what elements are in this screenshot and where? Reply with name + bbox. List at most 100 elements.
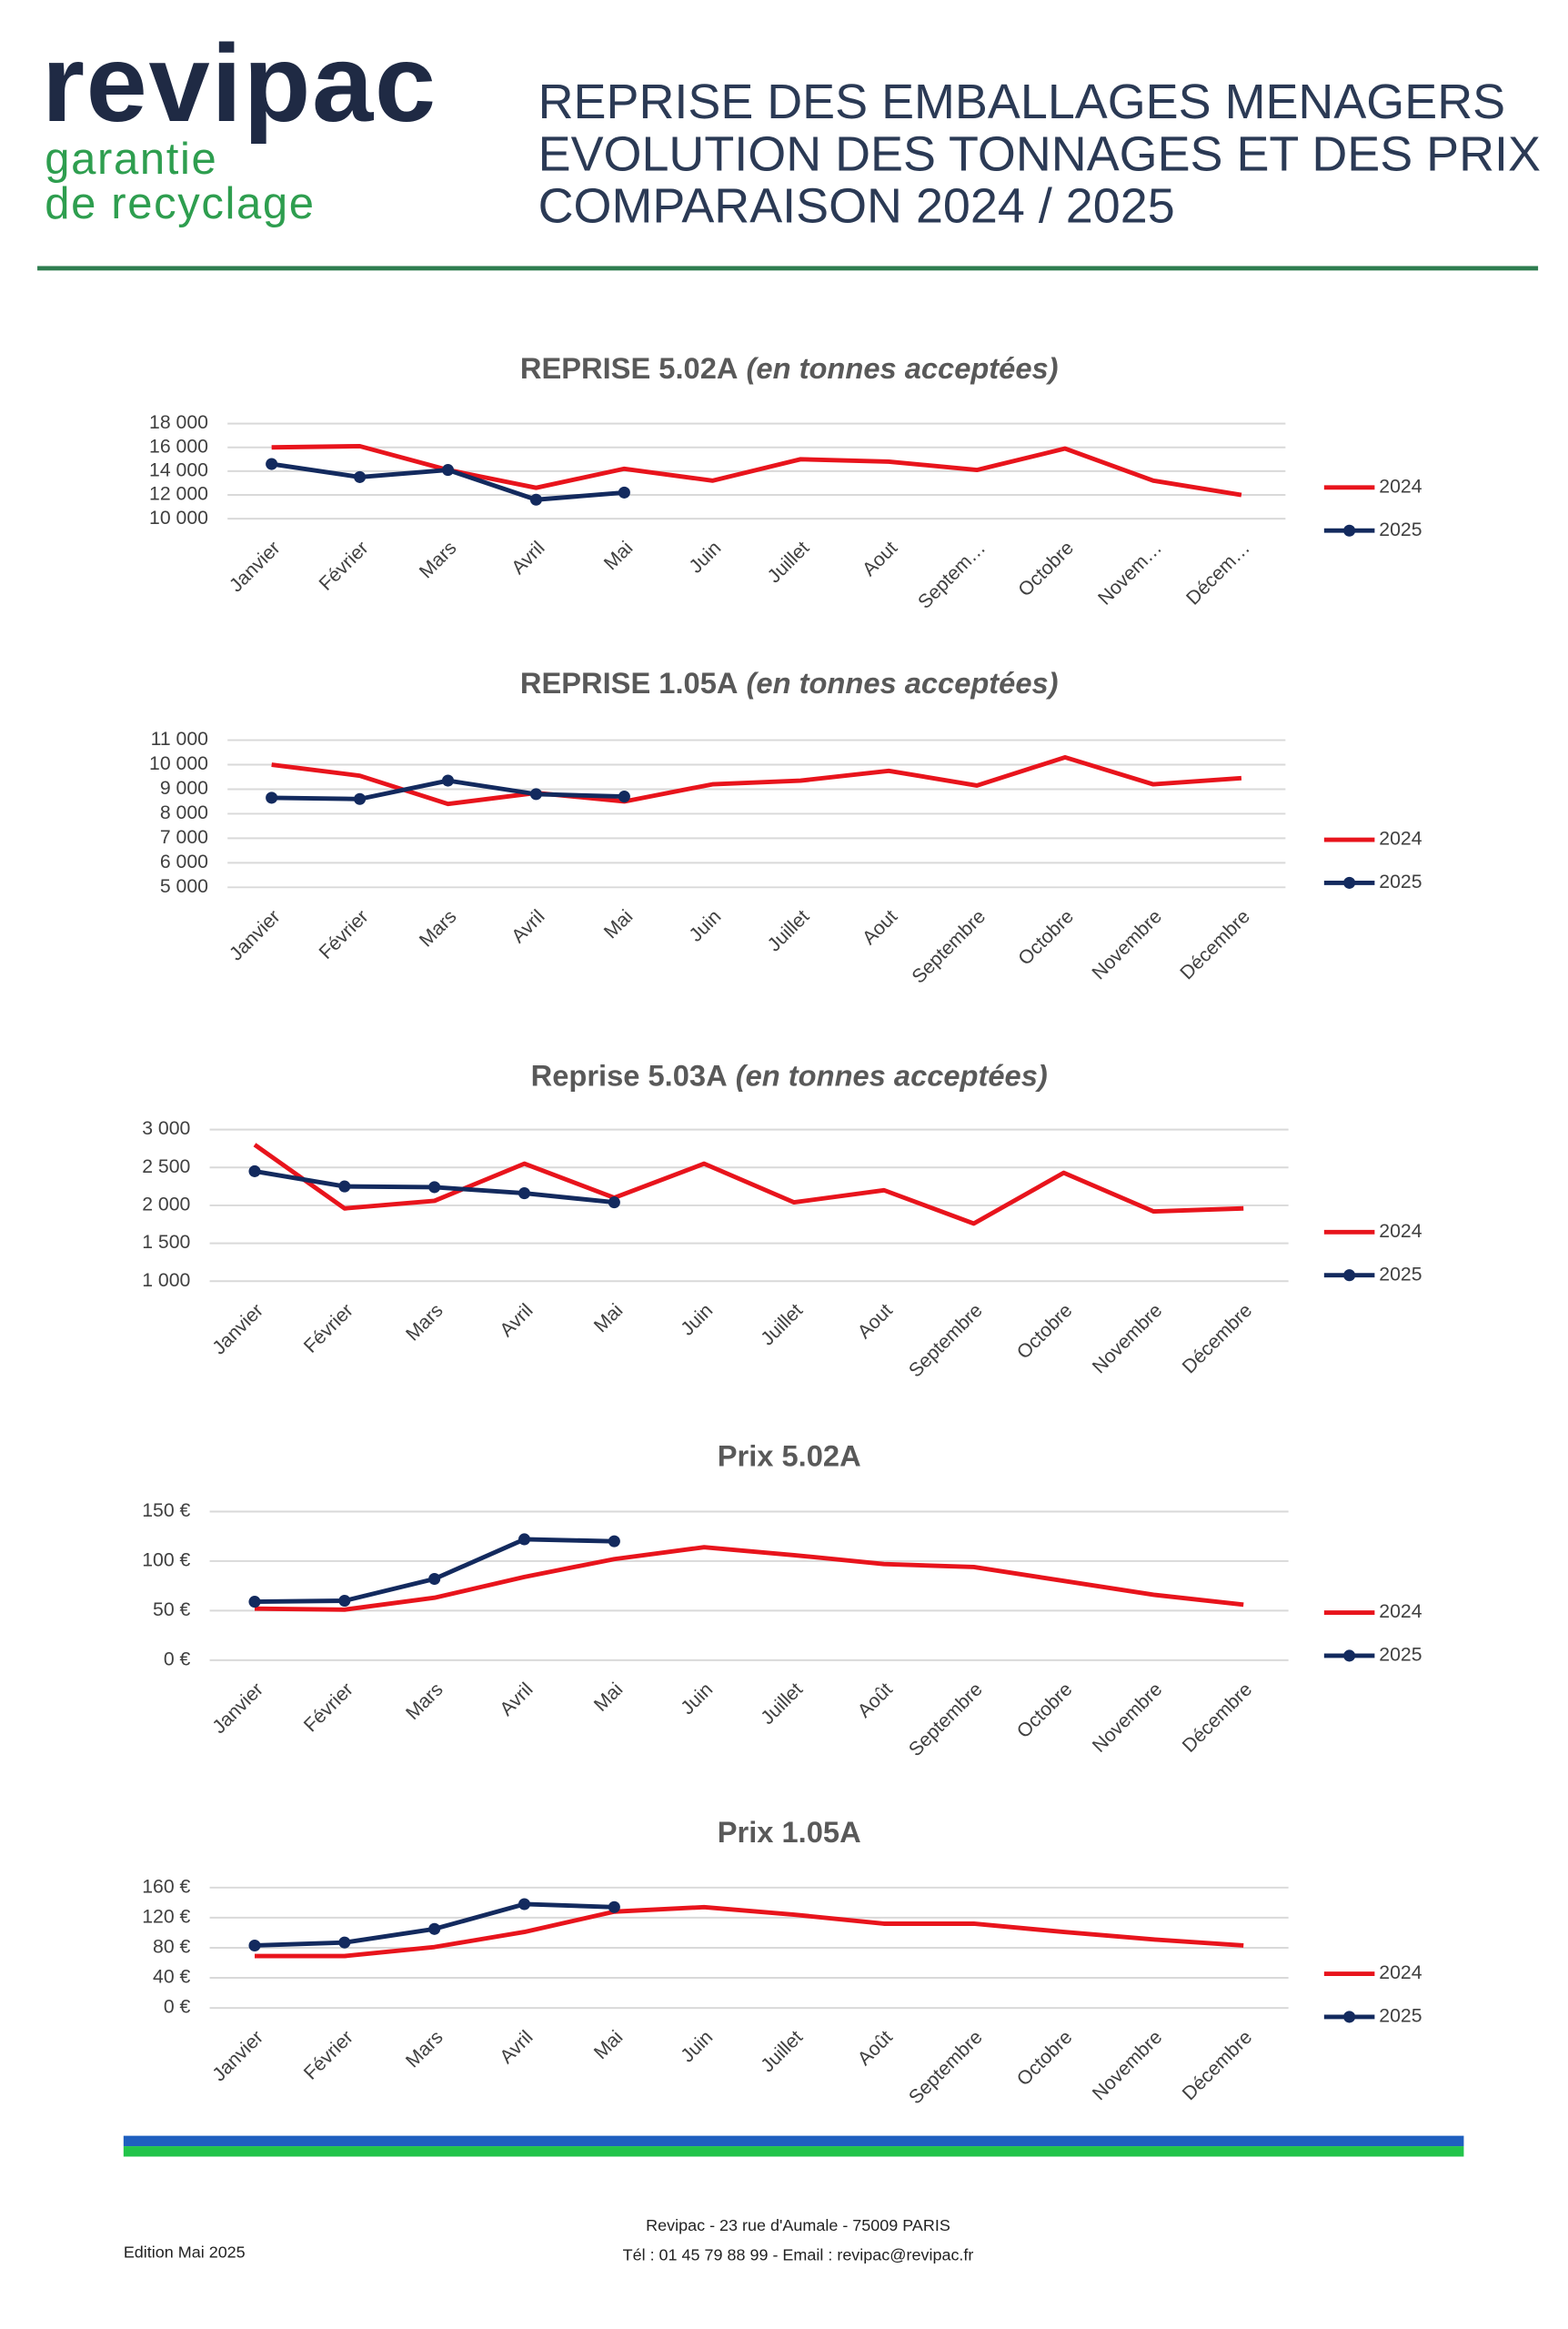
point: [441, 464, 455, 477]
x-tick-label: Novembre: [1089, 2027, 1166, 2104]
legend-label: 2024: [1379, 1221, 1422, 1242]
point: [428, 1181, 441, 1194]
point: [248, 1939, 261, 1952]
point: [518, 1533, 531, 1546]
point: [428, 1922, 441, 1935]
chart-title: Prix 5.02A: [718, 1438, 861, 1472]
x-tick-label: Septembre: [905, 1300, 987, 1382]
title-main: Prix 1.05A: [718, 1815, 861, 1849]
x-tick-label: Février: [316, 538, 373, 595]
y-tick-label: 0 €: [164, 1997, 191, 2018]
address: Revipac - 23 rue d'Aumale - 75009 PARIS: [646, 2216, 950, 2234]
legend-marker: [1343, 2011, 1356, 2023]
point: [354, 792, 367, 805]
y-tick-label: 8 000: [160, 802, 208, 823]
y-tick-label: 9 000: [160, 778, 208, 799]
y-tick-label: 0 €: [164, 1648, 191, 1669]
chart-title: REPRISE 5.02A (en tonnes acceptées): [520, 350, 1059, 384]
x-tick-label: Mars: [402, 1300, 447, 1346]
legend-label: 2024: [1379, 476, 1422, 497]
title-sub: (en tonnes acceptées): [747, 666, 1059, 700]
point: [266, 791, 278, 804]
point: [518, 1187, 531, 1200]
x-tick-label: Novem…: [1094, 538, 1166, 610]
x-tick-label: Décembre: [1179, 1300, 1256, 1377]
x-tick-label: Mars: [416, 906, 461, 952]
series-line: [254, 1545, 1244, 1612]
legend-marker: [1343, 1649, 1356, 1662]
point: [618, 486, 630, 499]
y-tick-label: 160 €: [142, 1876, 190, 1897]
x-tick-label: Septembre: [905, 1679, 987, 1760]
footer-band: [123, 2135, 1464, 2147]
x-tick-label: Juin: [677, 1300, 717, 1340]
y-tick-label: 10 000: [149, 508, 208, 529]
x-tick-label: Novembre: [1089, 1679, 1166, 1756]
x-tick-label: Février: [300, 1679, 357, 1736]
legend-label: 2024: [1379, 1962, 1422, 1983]
x-tick-label: Avril: [508, 538, 548, 579]
y-tick-label: 18 000: [149, 412, 208, 433]
tagline: garantie: [45, 135, 217, 184]
point: [608, 1196, 620, 1209]
x-tick-label: Janvier: [208, 2027, 267, 2086]
x-tick-label: Janvier: [208, 1300, 267, 1359]
title-main: Prix 5.02A: [718, 1438, 861, 1472]
legend-label: 2025: [1379, 1264, 1422, 1285]
x-tick-label: Mars: [402, 1679, 447, 1724]
x-tick-label: Mai: [590, 2027, 627, 2063]
x-tick-label: Janvier: [226, 906, 285, 965]
legend-label: 2025: [1379, 2006, 1422, 2027]
point: [608, 1535, 620, 1548]
y-tick-label: 7 000: [160, 827, 208, 848]
header-title: REPRISE DES EMBALLAGES MENAGERS: [538, 75, 1505, 129]
x-tick-label: Avril: [496, 2027, 537, 2068]
x-tick-label: Mars: [402, 2027, 447, 2072]
x-tick-label: Avril: [496, 1300, 537, 1341]
y-tick-label: 12 000: [149, 484, 208, 505]
point: [248, 1164, 261, 1177]
x-tick-label: Juin: [686, 538, 726, 578]
x-tick-label: Décem…: [1182, 538, 1254, 610]
title-sub: (en tonnes acceptées): [747, 350, 1059, 384]
legend-marker: [1343, 1269, 1356, 1282]
point: [248, 1596, 261, 1608]
point: [354, 470, 367, 483]
x-tick-label: Octobre: [1014, 906, 1078, 970]
x-tick-label: Août: [854, 1679, 897, 1721]
point: [428, 1572, 441, 1586]
legend-label: 2025: [1379, 1645, 1422, 1666]
series-line: [271, 443, 1242, 498]
legend-label: 2025: [1379, 519, 1422, 540]
x-tick-label: Décembre: [1176, 906, 1253, 983]
x-tick-label: Janvier: [208, 1679, 267, 1738]
header-title: EVOLUTION DES TONNAGES ET DES PRIX: [538, 126, 1541, 181]
legend-label: 2024: [1379, 829, 1422, 850]
y-tick-label: 16 000: [149, 436, 208, 457]
chart-title: Reprise 5.03A (en tonnes acceptées): [531, 1058, 1048, 1092]
series-line: [254, 1904, 1244, 1959]
x-tick-label: Septembre: [905, 2027, 987, 2109]
title-main: Reprise 5.03A: [531, 1058, 728, 1092]
point: [441, 774, 455, 787]
x-tick-label: Mai: [590, 1300, 627, 1336]
y-tick-label: 2 000: [142, 1195, 190, 1215]
x-tick-label: Mai: [600, 906, 637, 943]
y-tick-label: 50 €: [153, 1599, 190, 1620]
x-tick-label: Décembre: [1179, 1679, 1256, 1756]
footer-band: [123, 2146, 1464, 2157]
x-tick-label: Février: [300, 2027, 357, 2084]
y-tick-label: 11 000: [151, 729, 208, 750]
title-sub: (en tonnes acceptées): [736, 1058, 1048, 1092]
y-tick-label: 150 €: [142, 1500, 190, 1521]
x-tick-label: Mai: [600, 538, 637, 574]
x-tick-label: Juillet: [764, 906, 814, 956]
point: [608, 1901, 620, 1913]
x-tick-label: Octobre: [1013, 1300, 1077, 1364]
x-tick-label: Septem…: [914, 538, 990, 613]
logo: revipac: [42, 22, 437, 145]
legend-marker: [1343, 524, 1356, 537]
y-tick-label: 3 000: [142, 1118, 190, 1139]
